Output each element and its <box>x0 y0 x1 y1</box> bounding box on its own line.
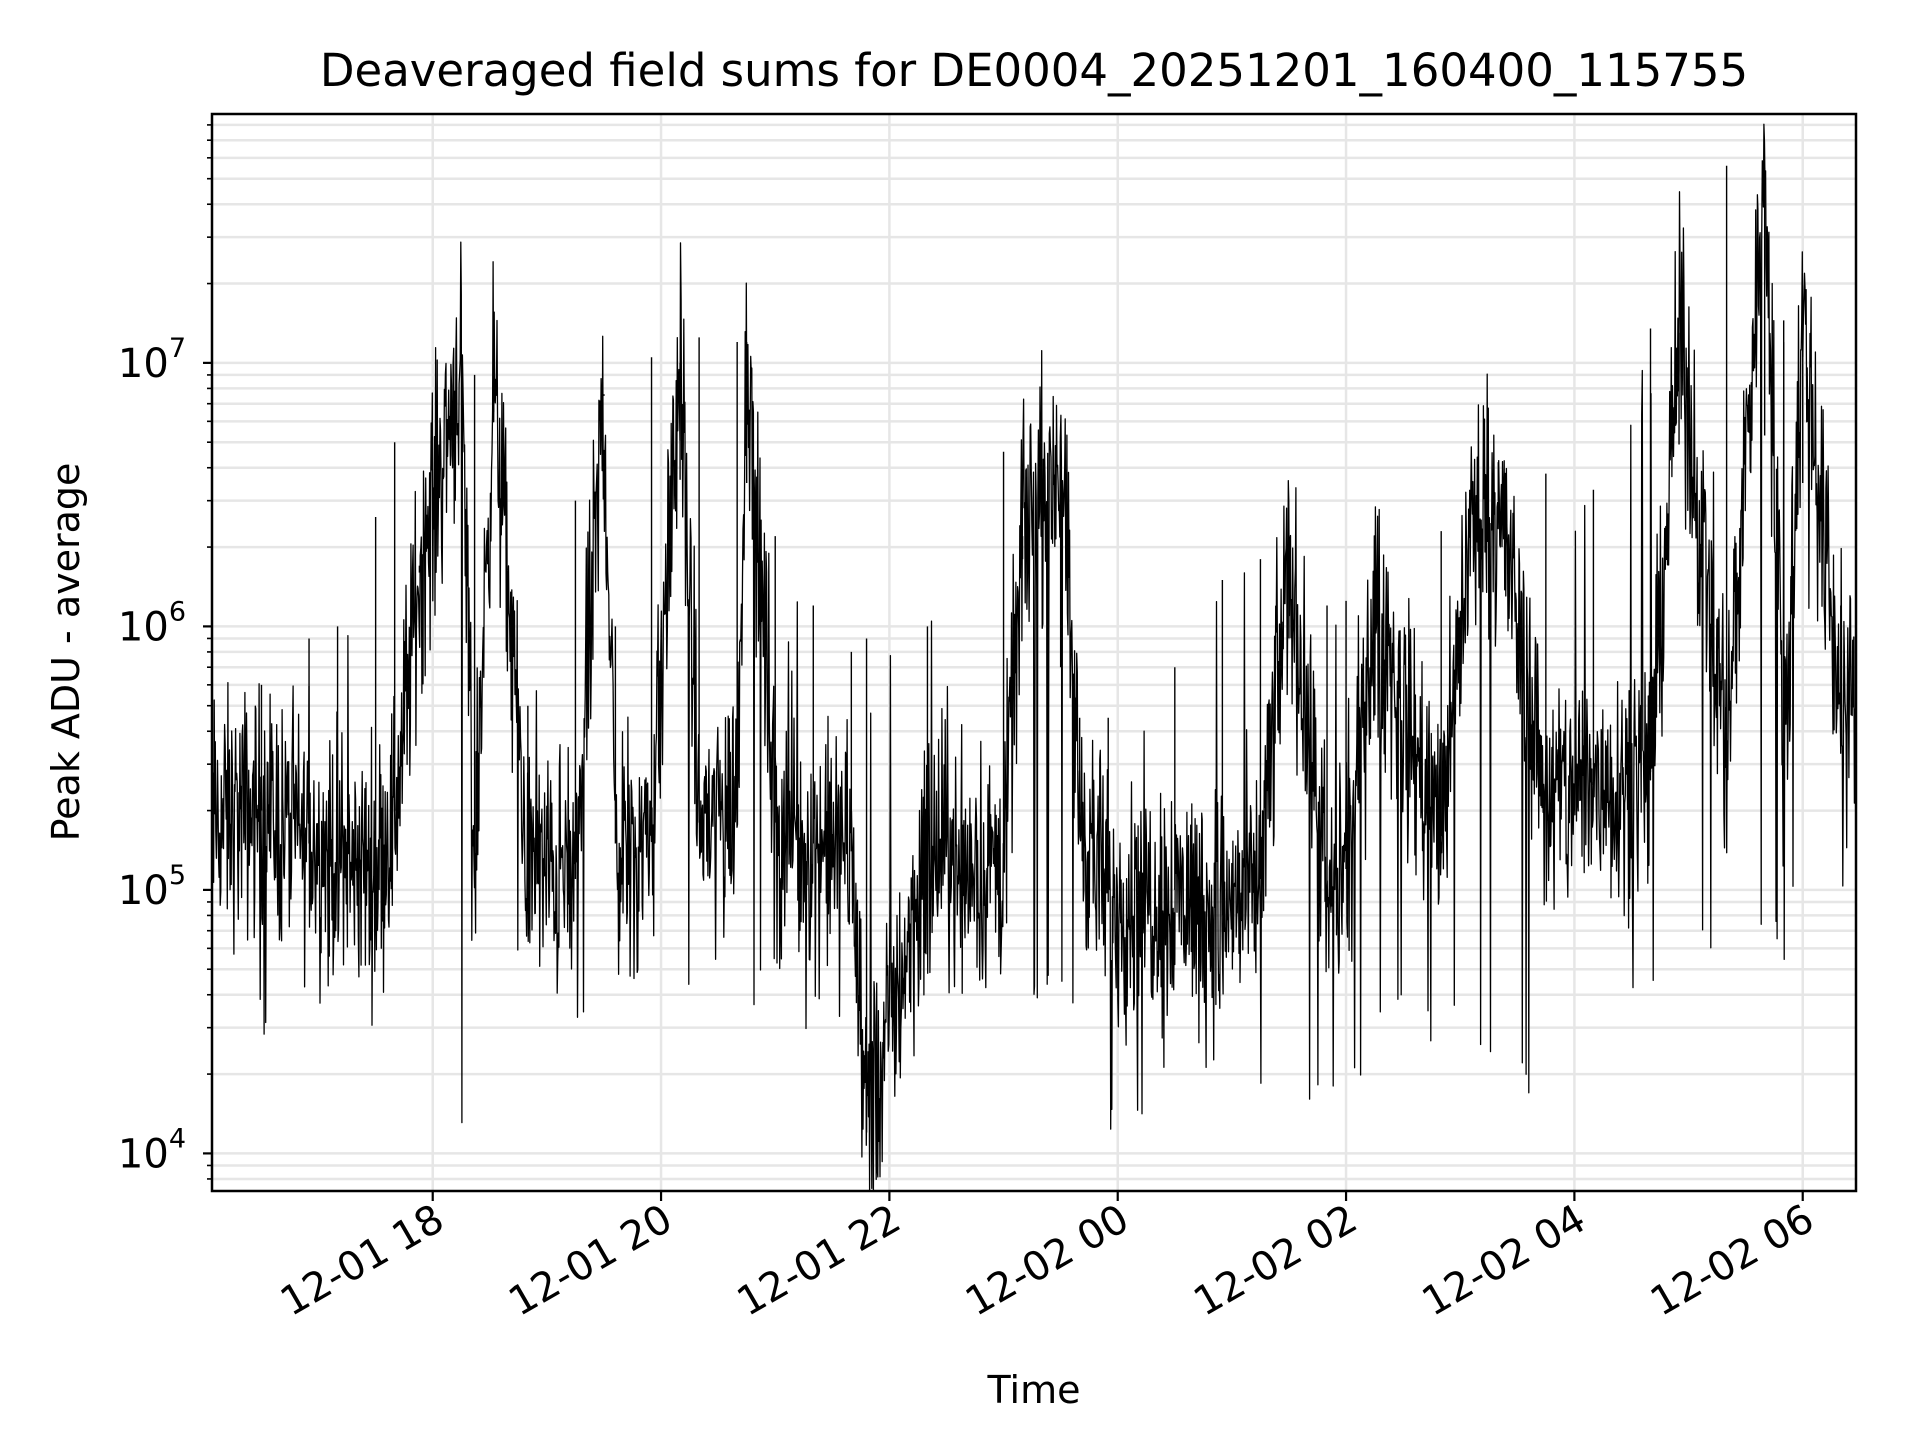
y-tick-base: 10 <box>118 868 169 914</box>
y-tick-exponent: 7 <box>169 333 186 364</box>
x-tick-label: 12-02 00 <box>958 1196 1137 1326</box>
series-line-group <box>211 123 1857 1192</box>
y-tick-exponent: 5 <box>169 860 186 891</box>
y-tick-base: 10 <box>118 604 169 650</box>
y-tick-base: 10 <box>118 341 169 387</box>
y-tick-base: 10 <box>118 1131 169 1177</box>
x-tick-label: 12-02 04 <box>1415 1196 1594 1326</box>
x-tick-label: 12-01 20 <box>501 1196 680 1326</box>
x-axis: 12-01 18 12-01 20 12-01 22 12-02 00 12-02 02… <box>273 1191 1822 1326</box>
y-tick-exponent: 4 <box>169 1123 186 1154</box>
y-tick-label: 105 <box>118 860 186 914</box>
y-tick-label: 104 <box>118 1123 186 1177</box>
chart-title: Deaveraged field sums for DE0004_2025120… <box>320 44 1748 97</box>
x-tick-label: 12-02 02 <box>1186 1196 1365 1326</box>
x-tick-label: 12-01 22 <box>730 1196 909 1326</box>
y-tick-label: 106 <box>118 596 186 650</box>
series-line <box>211 123 1857 1192</box>
x-tick-label: 12-02 06 <box>1643 1196 1822 1326</box>
y-tick-label: 107 <box>118 333 186 387</box>
y-axis-label: Peak ADU - average <box>44 463 88 842</box>
x-axis-label: Time <box>987 1368 1081 1412</box>
y-tick-exponent: 6 <box>169 596 186 627</box>
x-tick-label: 12-01 18 <box>273 1196 452 1326</box>
